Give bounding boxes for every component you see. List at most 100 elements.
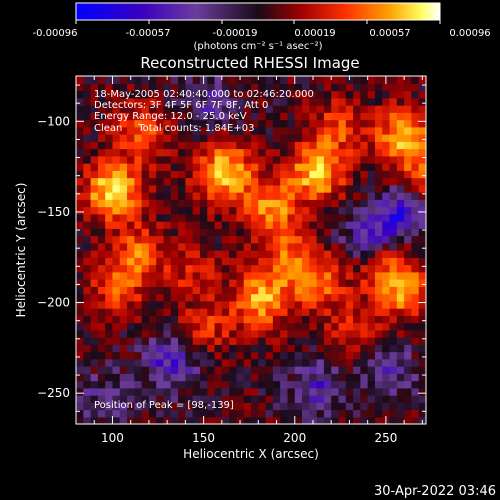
heatmap-cell xyxy=(309,250,318,258)
heatmap-cell xyxy=(265,322,274,331)
heatmap-cell xyxy=(199,293,208,302)
heatmap-cell xyxy=(404,257,413,266)
heatmap-cell xyxy=(309,163,318,171)
heatmap-cell xyxy=(163,126,172,135)
heatmap-cell xyxy=(199,395,208,403)
heatmap-cell xyxy=(367,235,376,244)
heatmap-cell xyxy=(353,387,361,396)
heatmap-cell xyxy=(287,242,296,251)
heatmap-cell xyxy=(97,235,106,244)
heatmap-cell xyxy=(229,119,238,128)
heatmap-cell xyxy=(418,257,426,266)
heatmap-cell xyxy=(265,90,274,99)
heatmap-cell xyxy=(280,206,289,215)
heatmap-cell xyxy=(302,155,310,164)
heatmap-cell xyxy=(207,373,216,382)
heatmap-cell xyxy=(170,416,179,424)
heatmap-cell xyxy=(316,373,325,382)
heatmap-cell xyxy=(156,373,165,382)
heatmap-cell xyxy=(323,141,332,150)
heatmap-cell xyxy=(119,315,128,324)
heatmap-cell xyxy=(243,344,252,353)
heatmap-cell xyxy=(119,322,128,331)
heatmap-cell xyxy=(418,83,426,92)
heatmap-cell xyxy=(214,300,223,309)
heatmap-cell xyxy=(90,83,99,92)
heatmap-cell xyxy=(243,358,252,367)
heatmap-cell xyxy=(331,97,340,106)
heatmap-cell xyxy=(418,293,426,302)
heatmap-cell xyxy=(243,213,252,222)
heatmap-cell xyxy=(280,300,289,309)
heatmap-cell xyxy=(141,126,150,135)
heatmap-cell xyxy=(207,105,216,113)
heatmap-cell xyxy=(389,264,398,273)
heatmap-cell xyxy=(185,416,194,424)
heatmap-cell xyxy=(374,155,383,164)
heatmap-cell xyxy=(229,163,238,171)
heatmap-cell xyxy=(119,409,128,418)
heatmap-cell xyxy=(221,395,230,403)
heatmap-cell xyxy=(214,402,223,411)
heatmap-cell xyxy=(207,322,216,331)
heatmap-cell xyxy=(214,416,223,424)
heatmap-cell xyxy=(105,409,114,418)
heatmap-cell xyxy=(404,387,413,396)
heatmap-cell xyxy=(221,148,230,157)
heatmap-cell xyxy=(134,344,143,353)
heatmap-cell xyxy=(148,228,157,237)
heatmap-cell xyxy=(148,271,157,280)
heatmap-cell xyxy=(411,134,420,142)
heatmap-cell xyxy=(127,221,135,229)
heatmap-cell xyxy=(119,90,128,99)
heatmap-cell xyxy=(331,315,340,324)
heatmap-cell xyxy=(156,344,165,353)
heatmap-cell xyxy=(236,242,245,251)
heatmap-cell xyxy=(236,213,245,222)
heatmap-cell xyxy=(207,76,216,84)
heatmap-cell xyxy=(302,126,310,135)
heatmap-cell xyxy=(221,177,230,186)
heatmap-cell xyxy=(119,358,128,367)
heatmap-cell xyxy=(127,126,135,135)
heatmap-cell xyxy=(382,242,391,251)
heatmap-cell xyxy=(170,409,179,418)
heatmap-cell xyxy=(163,279,172,287)
heatmap-cell xyxy=(411,337,420,345)
heatmap-cell xyxy=(272,126,281,135)
heatmap-cell xyxy=(331,206,340,215)
heatmap-cell xyxy=(243,90,252,99)
heatmap-cell xyxy=(83,228,92,237)
heatmap-cell xyxy=(199,192,208,200)
heatmap-cell xyxy=(302,366,310,374)
heatmap-cell xyxy=(105,358,114,367)
heatmap-cell xyxy=(148,105,157,113)
heatmap-cell xyxy=(272,409,281,418)
heatmap-cell xyxy=(294,170,303,179)
heatmap-cell xyxy=(323,134,332,142)
heatmap-cell xyxy=(251,337,259,345)
heatmap-cell xyxy=(170,105,179,113)
heatmap-cell xyxy=(309,409,318,418)
heatmap-cell xyxy=(404,264,413,273)
heatmap-cell xyxy=(251,344,259,353)
heatmap-cell xyxy=(345,395,354,403)
heatmap-cell xyxy=(119,221,128,229)
heatmap-cell xyxy=(199,409,208,418)
heatmap-cell xyxy=(236,90,245,99)
heatmap-cell xyxy=(360,409,369,418)
heatmap-cell xyxy=(396,271,405,280)
heatmap-cell xyxy=(251,90,259,99)
heatmap-cell xyxy=(382,344,391,353)
heatmap-cell xyxy=(345,148,354,157)
heatmap-cell xyxy=(309,105,318,113)
heatmap-cell xyxy=(323,155,332,164)
heatmap-cell xyxy=(97,76,106,84)
heatmap-cell xyxy=(258,351,267,360)
heatmap-cell xyxy=(105,192,114,200)
heatmap-cell xyxy=(374,76,383,84)
tick-label: 200 xyxy=(283,431,306,445)
heatmap-cell xyxy=(178,286,186,295)
heatmap-cell xyxy=(185,366,194,374)
heatmap-cell xyxy=(389,228,398,237)
